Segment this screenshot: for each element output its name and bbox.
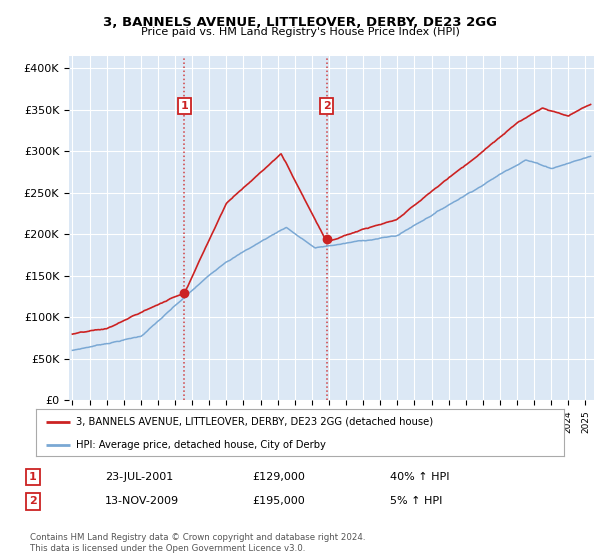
Text: 23-JUL-2001: 23-JUL-2001 [105, 472, 173, 482]
Text: £129,000: £129,000 [252, 472, 305, 482]
Text: 2: 2 [323, 101, 331, 111]
Text: 1: 1 [181, 101, 188, 111]
Text: 3, BANNELS AVENUE, LITTLEOVER, DERBY, DE23 2GG (detached house): 3, BANNELS AVENUE, LITTLEOVER, DERBY, DE… [76, 417, 433, 427]
Text: Contains HM Land Registry data © Crown copyright and database right 2024.
This d: Contains HM Land Registry data © Crown c… [30, 533, 365, 553]
Text: HPI: Average price, detached house, City of Derby: HPI: Average price, detached house, City… [76, 440, 325, 450]
Text: 1: 1 [29, 472, 37, 482]
Text: 5% ↑ HPI: 5% ↑ HPI [390, 496, 442, 506]
Text: 3, BANNELS AVENUE, LITTLEOVER, DERBY, DE23 2GG: 3, BANNELS AVENUE, LITTLEOVER, DERBY, DE… [103, 16, 497, 29]
Text: Price paid vs. HM Land Registry's House Price Index (HPI): Price paid vs. HM Land Registry's House … [140, 27, 460, 37]
Text: 2: 2 [29, 496, 37, 506]
Text: £195,000: £195,000 [252, 496, 305, 506]
Text: 40% ↑ HPI: 40% ↑ HPI [390, 472, 449, 482]
Text: 13-NOV-2009: 13-NOV-2009 [105, 496, 179, 506]
